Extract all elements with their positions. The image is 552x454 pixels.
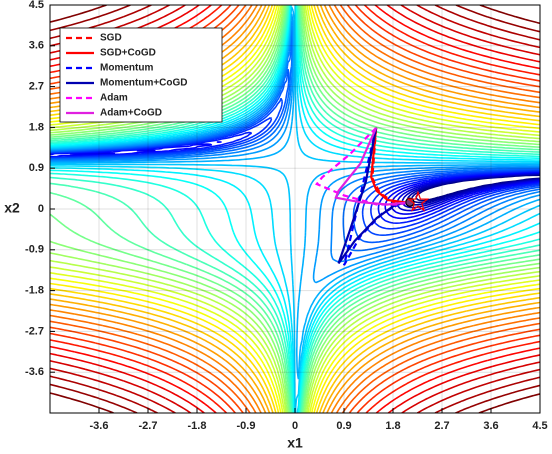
- y-tick-label: 0.9: [29, 162, 44, 174]
- axes-box: [49, 4, 541, 414]
- contour-line: [50, 5, 540, 413]
- contour-line: [50, 68, 540, 244]
- legend-label: Momentum+CoGD: [100, 78, 188, 89]
- x-tick-label: 1.8: [385, 420, 400, 432]
- legend-label: Adam+CoGD: [100, 108, 162, 119]
- y-tick-label: -2.7: [25, 325, 44, 337]
- x-tick-label: -3.6: [90, 420, 109, 432]
- trajectory: [337, 127, 411, 265]
- contour-line: [50, 5, 540, 413]
- legend-label: Adam: [100, 93, 128, 104]
- x-axis-label: x1: [287, 435, 303, 451]
- y-tick-label: 1.8: [29, 121, 44, 133]
- contour-line: [50, 5, 540, 413]
- contour-line: [50, 5, 540, 413]
- contour-line: [50, 5, 540, 413]
- y-tick-label: 3.6: [29, 40, 44, 52]
- trajectory: [334, 127, 410, 206]
- contour-line: [50, 5, 540, 413]
- x-tick-label: 4.5: [532, 420, 547, 432]
- x-tick-label: 0: [292, 420, 298, 432]
- legend-label: SGD: [100, 33, 122, 44]
- y-tick-label: 0: [38, 203, 44, 215]
- y-tick-label: 2.7: [29, 81, 44, 93]
- legend-box: [59, 27, 223, 123]
- contour-line: [50, 5, 540, 413]
- y-tick-label: -1.8: [25, 285, 44, 297]
- x-tick-label: 3.6: [483, 420, 498, 432]
- y-tick-label: -3.6: [25, 366, 44, 378]
- x-tick-label: -1.8: [188, 420, 207, 432]
- end-point: [405, 197, 415, 207]
- contour-line: [50, 5, 540, 413]
- x-tick-label: -0.9: [237, 420, 256, 432]
- legend-label: Momentum: [100, 63, 153, 74]
- y-tick-label: 4.5: [29, 0, 44, 11]
- trajectories: [315, 127, 430, 266]
- y-axis-label: x2: [4, 200, 20, 216]
- contour-line: [50, 5, 540, 413]
- x-tick-label: 0.9: [336, 420, 351, 432]
- optimum-star: [406, 190, 430, 212]
- legend: SGD SGD+CoGD Momentum Momentum+CoGD Adam Adam…: [59, 27, 223, 123]
- x-tick-label: 2.7: [434, 420, 449, 432]
- x-tick-label: -2.7: [139, 420, 158, 432]
- legend-label: SGD+CoGD: [100, 48, 156, 59]
- y-tick-label: -0.9: [25, 244, 44, 256]
- trajectory: [342, 127, 411, 266]
